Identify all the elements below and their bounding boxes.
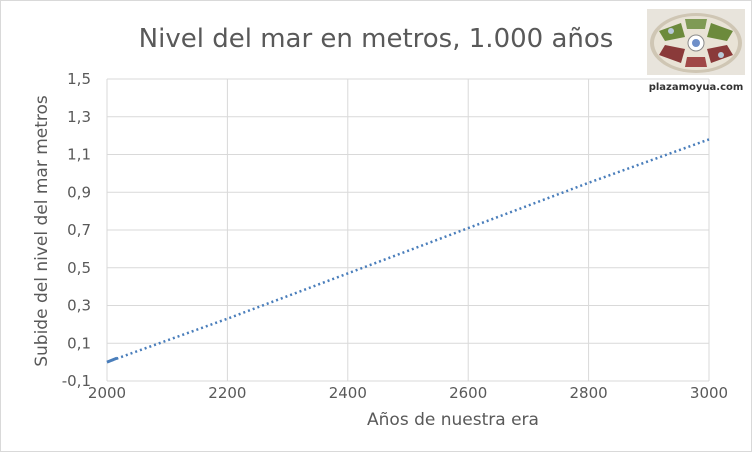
y-tick-label: 0,5 — [67, 259, 91, 277]
y-tick-label: 1,5 — [67, 70, 91, 88]
x-tick-label: 2400 — [329, 384, 367, 402]
x-axis-title: Años de nuestra era — [367, 410, 539, 430]
series-start-point — [106, 356, 118, 364]
x-tick-label: 2000 — [88, 384, 126, 402]
y-tick-label: -0,1 — [62, 372, 91, 390]
chart-title: Nivel del mar en metros, 1.000 años — [139, 24, 614, 54]
y-tick-label: 0,3 — [67, 297, 91, 315]
y-axis-title: Subide del nivel del mar metros — [32, 95, 52, 367]
x-tick-label: 2200 — [208, 384, 246, 402]
logo-text: plazamoyua.com — [649, 82, 744, 93]
y-tick-label: 0,9 — [67, 183, 91, 201]
grid-layer — [106, 78, 710, 382]
series-line — [106, 138, 710, 364]
y-tick-labels: -0,1 0,1 0,3 0,5 0,7 0,9 1,1 1,3 1,5 — [62, 70, 91, 390]
y-tick-label: 1,3 — [67, 108, 91, 126]
plaza-aerial-logo-icon: plazamoyua.com — [647, 9, 745, 93]
y-tick-label: 1,1 — [67, 146, 91, 164]
series-layer — [106, 138, 710, 364]
x-tick-labels: 2000 2200 2400 2600 2800 3000 — [88, 384, 728, 402]
x-tick-label: 2600 — [449, 384, 487, 402]
y-tick-label: 0,7 — [67, 221, 91, 239]
x-tick-label: 3000 — [690, 384, 728, 402]
y-tick-label: 0,1 — [67, 334, 91, 352]
x-tick-label: 2800 — [570, 384, 608, 402]
